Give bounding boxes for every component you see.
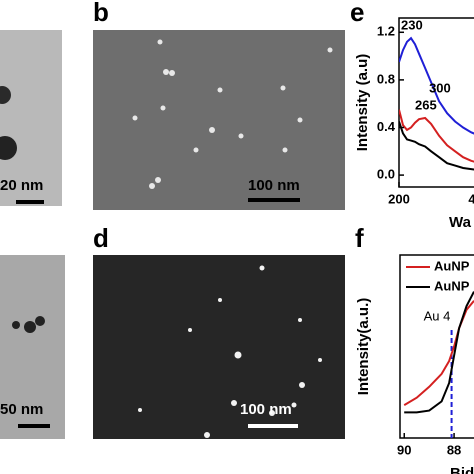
tem-image (0, 30, 62, 206)
y-tick-label: 0.4 (377, 119, 396, 134)
plot-area (399, 36, 474, 171)
data-line (404, 291, 474, 414)
x-tick-label: 90 (397, 442, 411, 457)
annotation: 300 (429, 81, 451, 96)
panel-letter: b (93, 0, 109, 27)
particles (132, 39, 333, 189)
plot-area (403, 291, 474, 438)
y-tick-label: 0.0 (377, 167, 395, 182)
plot-frame (399, 254, 474, 439)
annotation: 265 (415, 97, 437, 112)
scale-bar-label: 50 nm (0, 401, 43, 418)
data-line (399, 36, 474, 135)
data-line (399, 121, 474, 171)
plot-frame (398, 17, 474, 188)
x-axis-title: Bidin (450, 465, 474, 474)
y-axis-title: Intensity(a.u.) (355, 298, 372, 396)
scale-bar (248, 198, 300, 202)
scale-bar-label: 20 nm (0, 177, 43, 194)
scale-bar-label: 100 nm (248, 177, 300, 194)
data-line (399, 109, 474, 163)
x-axis-title: Wa (449, 214, 472, 231)
tem-image (0, 255, 65, 439)
x-tick-label: 88 (447, 442, 461, 457)
annotation: 230 (401, 18, 423, 33)
panel-letter: d (93, 223, 109, 253)
legend-label: AuNP (434, 258, 470, 273)
x-tick-label: 200 (388, 191, 410, 206)
particles (138, 265, 322, 438)
panel-letter: e (350, 0, 364, 27)
sem-image (93, 255, 345, 439)
particle (24, 321, 36, 333)
particle (35, 316, 45, 326)
particle (0, 86, 11, 104)
scale-bar (18, 424, 50, 428)
panel-letter: f (355, 223, 364, 253)
particle (12, 321, 20, 329)
particle (0, 136, 17, 160)
x-tick-label: 400 (468, 191, 474, 206)
sem-image (93, 30, 345, 210)
y-axis-title: Intensity (a.u) (354, 54, 371, 152)
y-tick-label: 1.2 (377, 24, 395, 39)
legend-label: AuNP (434, 278, 470, 293)
scale-bar (16, 200, 44, 204)
scale-bar (248, 424, 298, 428)
reference-label: Au 4 (424, 308, 451, 323)
y-tick-label: 0.8 (377, 71, 395, 86)
scale-bar-label: 100 nm (240, 401, 292, 418)
